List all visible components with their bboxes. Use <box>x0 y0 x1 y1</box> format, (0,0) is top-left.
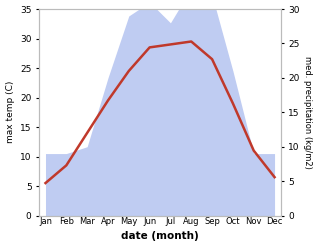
X-axis label: date (month): date (month) <box>121 231 199 242</box>
Y-axis label: med. precipitation (kg/m2): med. precipitation (kg/m2) <box>303 56 313 169</box>
Y-axis label: max temp (C): max temp (C) <box>5 81 15 144</box>
